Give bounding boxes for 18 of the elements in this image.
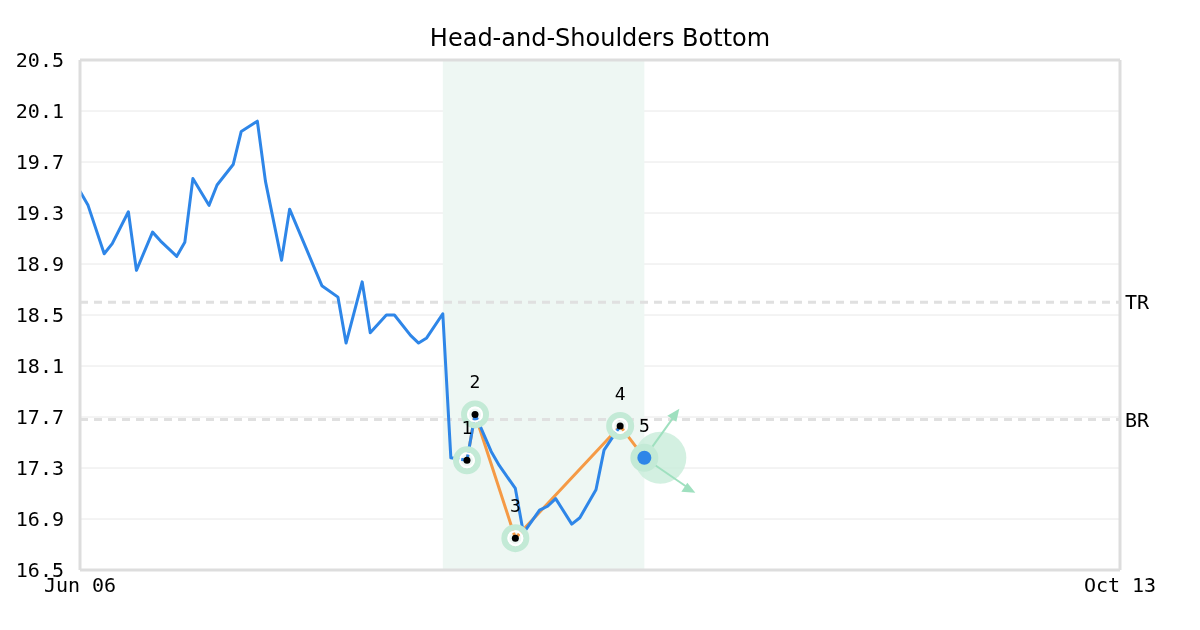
y-tick-label: 20.1 bbox=[15, 99, 64, 124]
chart-title: Head-and-Shoulders Bottom bbox=[429, 24, 771, 52]
annotation: 2 bbox=[469, 371, 481, 393]
y-tick-label: 18.5 bbox=[15, 303, 64, 328]
annotation: 4 bbox=[614, 382, 626, 404]
y-tick-label: 19.7 bbox=[15, 150, 64, 175]
annotation: 5 bbox=[638, 414, 650, 436]
annotation: 1 bbox=[461, 417, 473, 439]
x-tick-label: Oct 13 bbox=[1083, 573, 1157, 598]
y-tick-label: 18.9 bbox=[15, 252, 64, 277]
ref-line-label: TR bbox=[1125, 290, 1151, 315]
y-tick-label: 17.3 bbox=[15, 456, 64, 481]
ref-line-label: BR bbox=[1125, 407, 1151, 432]
y-tick-label: 19.3 bbox=[15, 201, 64, 226]
y-tick-label: 16.9 bbox=[15, 507, 64, 532]
y-tick-label: 20.5 bbox=[15, 48, 64, 73]
y-tick-label: 17.7 bbox=[15, 405, 64, 430]
y-tick-label: 18.1 bbox=[15, 354, 64, 379]
